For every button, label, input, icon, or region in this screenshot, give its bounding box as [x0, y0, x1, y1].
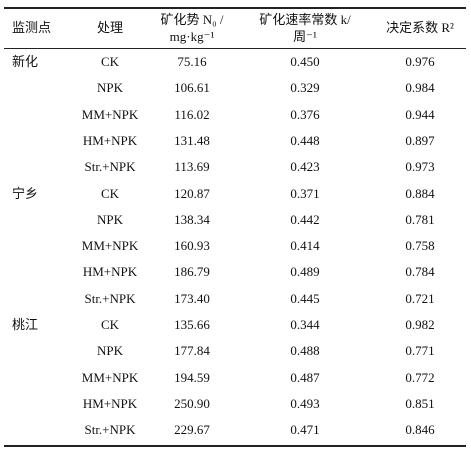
value-cell: 0.442: [290, 211, 320, 227]
value-cell: 0.488: [290, 343, 320, 359]
value-cell: 120.87: [174, 185, 210, 201]
treatment-cell: HM+NPK: [82, 132, 138, 148]
value-cell: 0.423: [290, 159, 320, 175]
value-cell: 0.973: [405, 159, 435, 175]
top-rule: [4, 7, 466, 9]
treatment-cell: MM+NPK: [81, 369, 139, 385]
value-cell: 0.344: [290, 317, 320, 332]
header-cell: 监测点: [12, 20, 52, 35]
value-cell: 0.781: [405, 211, 435, 227]
value-cell: 160.93: [174, 238, 210, 254]
value-cell: 177.84: [174, 343, 210, 359]
value-cell: 0.489: [290, 264, 320, 280]
treatment-cell: HM+NPK: [82, 395, 138, 411]
header-cell: 周⁻¹: [293, 29, 317, 44]
site-cell: 桃江: [12, 317, 39, 332]
bottom-rule: [4, 445, 466, 447]
treatment-cell: CK: [100, 317, 120, 332]
value-cell: 106.61: [174, 80, 210, 96]
value-cell: 0.448: [290, 132, 320, 148]
value-cell: 0.721: [405, 290, 435, 306]
treatment-cell: Str.+NPK: [84, 290, 136, 306]
header-rule: [4, 48, 466, 49]
treatment-cell: CK: [100, 54, 120, 69]
value-cell: 116.02: [174, 106, 210, 122]
treatment-cell: MM+NPK: [81, 106, 139, 122]
treatment-cell: HM+NPK: [82, 264, 138, 280]
header-cell: 处理: [96, 20, 124, 35]
value-cell: 75.16: [177, 54, 207, 69]
value-cell: 0.414: [290, 238, 320, 254]
value-cell: 0.851: [405, 395, 435, 411]
treatment-cell: MM+NPK: [81, 238, 139, 254]
value-cell: 173.40: [174, 290, 210, 306]
value-cell: 0.884: [405, 185, 435, 201]
value-cell: 0.976: [405, 54, 435, 69]
value-cell: 0.771: [405, 343, 435, 359]
header-cell: 决定系数 R²: [386, 20, 454, 35]
value-cell: 229.67: [174, 422, 210, 438]
treatment-cell: NPK: [96, 211, 124, 227]
value-cell: 0.445: [290, 290, 320, 306]
value-cell: 0.758: [405, 238, 435, 254]
value-cell: 0.493: [290, 395, 320, 411]
site-cell: 新化: [12, 54, 39, 69]
value-cell: 135.66: [174, 317, 210, 332]
value-cell: 0.772: [405, 369, 435, 385]
value-cell: 0.846: [405, 422, 435, 438]
value-cell: 194.59: [174, 369, 210, 385]
treatment-cell: Str.+NPK: [84, 422, 136, 438]
header-cell: 矿化势 N₀ /: [160, 12, 224, 27]
value-cell: 250.90: [174, 395, 210, 411]
value-cell: 186.79: [174, 264, 210, 280]
value-cell: 0.329: [290, 80, 320, 96]
value-cell: 138.34: [174, 211, 210, 227]
value-cell: 131.48: [174, 132, 210, 148]
value-cell: 0.897: [405, 132, 435, 148]
value-cell: 0.450: [290, 54, 320, 69]
value-cell: 0.984: [405, 80, 435, 96]
value-cell: 0.376: [290, 106, 320, 122]
value-cell: 0.944: [405, 106, 435, 122]
value-cell: 0.471: [290, 422, 320, 438]
treatment-cell: NPK: [96, 80, 124, 96]
header-cell: mg·kg⁻¹: [169, 29, 215, 44]
value-cell: 0.982: [405, 317, 435, 332]
site-cell: 宁乡: [12, 185, 39, 201]
header-cell: 矿化速率常数 k/: [259, 12, 351, 27]
treatment-cell: CK: [100, 185, 120, 201]
value-cell: 0.371: [290, 185, 320, 201]
value-cell: 0.487: [290, 369, 320, 385]
value-cell: 0.784: [405, 264, 435, 280]
treatment-cell: NPK: [96, 343, 124, 359]
treatment-cell: Str.+NPK: [84, 159, 136, 175]
value-cell: 113.69: [174, 159, 210, 175]
